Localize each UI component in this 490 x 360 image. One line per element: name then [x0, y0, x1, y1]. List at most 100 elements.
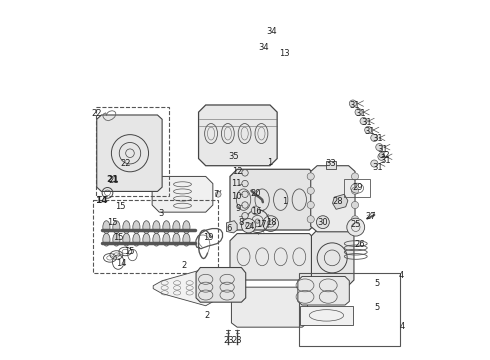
Polygon shape — [311, 166, 355, 232]
Text: 15: 15 — [123, 247, 134, 256]
Circle shape — [376, 144, 383, 151]
Text: 5: 5 — [374, 279, 380, 288]
Ellipse shape — [183, 233, 190, 246]
Circle shape — [215, 192, 221, 197]
Polygon shape — [312, 230, 354, 285]
Polygon shape — [333, 194, 348, 209]
Circle shape — [317, 216, 329, 229]
Polygon shape — [152, 176, 213, 212]
Text: 4: 4 — [399, 322, 405, 331]
Text: 15: 15 — [115, 202, 125, 211]
Circle shape — [251, 206, 260, 215]
Polygon shape — [153, 269, 215, 306]
Text: 19: 19 — [203, 233, 214, 242]
Ellipse shape — [173, 221, 180, 234]
Circle shape — [242, 219, 256, 233]
Text: 5: 5 — [374, 303, 380, 312]
Polygon shape — [231, 287, 308, 327]
Text: 33: 33 — [325, 159, 336, 168]
Ellipse shape — [183, 221, 190, 234]
Text: 25: 25 — [350, 220, 361, 229]
Circle shape — [307, 173, 314, 180]
Text: 13: 13 — [279, 49, 290, 58]
Ellipse shape — [113, 233, 120, 246]
Text: 31: 31 — [377, 145, 388, 154]
Bar — [300, 306, 353, 325]
Text: 31: 31 — [350, 101, 360, 110]
Polygon shape — [230, 234, 317, 280]
Text: 3: 3 — [158, 210, 164, 219]
Circle shape — [347, 218, 365, 236]
Text: 12: 12 — [232, 167, 243, 176]
Ellipse shape — [163, 233, 170, 246]
Text: 15: 15 — [108, 219, 118, 228]
Text: 22: 22 — [120, 159, 130, 168]
Circle shape — [351, 173, 359, 180]
Bar — [96, 107, 169, 196]
Bar — [93, 200, 218, 273]
Text: 26: 26 — [354, 240, 365, 249]
Text: 34: 34 — [259, 42, 269, 51]
Text: 11: 11 — [231, 179, 241, 188]
Text: 14: 14 — [95, 196, 108, 205]
Polygon shape — [97, 115, 162, 192]
Text: 35: 35 — [228, 152, 239, 161]
Circle shape — [379, 153, 384, 157]
Ellipse shape — [153, 221, 160, 234]
Ellipse shape — [133, 233, 140, 246]
Text: 7: 7 — [214, 190, 219, 199]
Text: 17: 17 — [256, 220, 267, 229]
Text: 31: 31 — [356, 109, 367, 118]
Ellipse shape — [173, 233, 180, 246]
Text: 22: 22 — [92, 109, 102, 118]
Polygon shape — [226, 281, 243, 294]
Circle shape — [360, 117, 367, 125]
Text: 23: 23 — [223, 336, 234, 345]
Text: 31: 31 — [365, 127, 375, 136]
Circle shape — [371, 134, 378, 141]
Circle shape — [307, 216, 314, 223]
Ellipse shape — [163, 221, 170, 234]
Polygon shape — [298, 276, 349, 305]
Ellipse shape — [143, 221, 150, 234]
Text: 21: 21 — [108, 176, 119, 185]
Circle shape — [365, 126, 372, 134]
Circle shape — [349, 100, 356, 107]
Text: 31: 31 — [372, 134, 383, 143]
Text: 15: 15 — [113, 233, 123, 242]
Circle shape — [242, 191, 248, 198]
Text: 4: 4 — [399, 271, 404, 280]
Text: 34: 34 — [267, 27, 277, 36]
Bar — [298, 273, 400, 346]
Circle shape — [242, 212, 248, 219]
Circle shape — [351, 216, 359, 223]
Circle shape — [242, 170, 248, 176]
Text: 1: 1 — [268, 158, 272, 167]
Text: 24: 24 — [245, 222, 255, 231]
Text: 16: 16 — [251, 207, 262, 216]
Circle shape — [351, 187, 359, 194]
Text: 31: 31 — [361, 118, 372, 127]
Text: 31: 31 — [372, 163, 383, 172]
Circle shape — [242, 180, 248, 187]
Text: 32: 32 — [379, 151, 390, 160]
Circle shape — [307, 187, 314, 194]
Text: 21: 21 — [107, 175, 119, 184]
Ellipse shape — [153, 233, 160, 246]
Circle shape — [307, 202, 314, 208]
Text: 8: 8 — [239, 219, 244, 228]
Ellipse shape — [123, 233, 130, 246]
Ellipse shape — [143, 233, 150, 246]
Text: 30: 30 — [318, 219, 328, 228]
Ellipse shape — [133, 221, 140, 234]
Ellipse shape — [103, 233, 110, 246]
Text: 9: 9 — [235, 204, 241, 213]
Circle shape — [242, 202, 248, 208]
Text: 2: 2 — [205, 311, 210, 320]
Polygon shape — [198, 105, 277, 166]
Text: 27: 27 — [366, 212, 376, 221]
Text: 10: 10 — [231, 192, 241, 201]
Circle shape — [378, 153, 385, 160]
Polygon shape — [226, 221, 237, 233]
Polygon shape — [230, 169, 317, 230]
